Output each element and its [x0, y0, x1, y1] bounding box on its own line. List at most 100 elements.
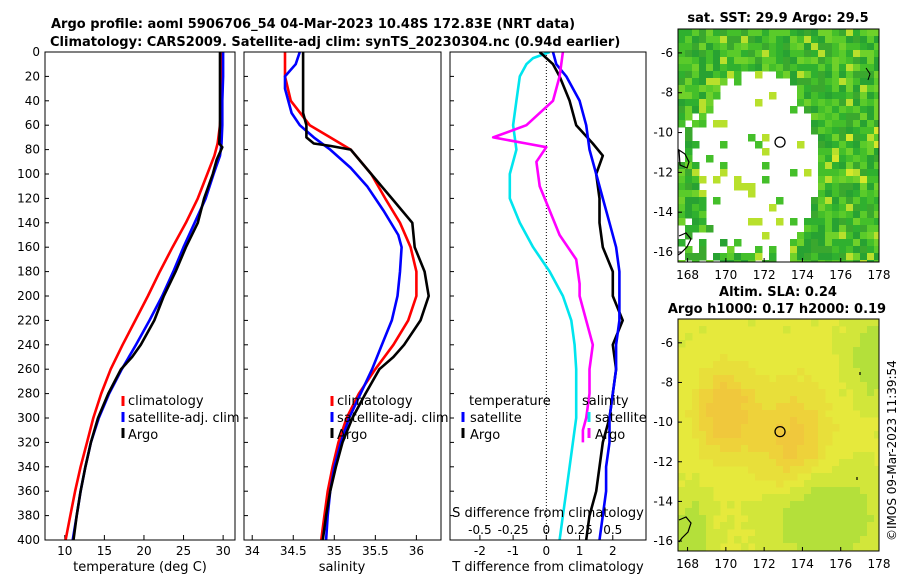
sst-map-cell: [853, 43, 861, 51]
sla-map-cell: [860, 501, 868, 509]
sla-map-cell: [818, 536, 826, 544]
sla-map-cell: [741, 396, 749, 404]
sst-map-cell: [706, 260, 714, 262]
sst-map-cell: [685, 253, 693, 261]
sst-map-cell: [776, 71, 784, 79]
sla-map-cell: [783, 326, 791, 334]
sst-map-cell: [853, 183, 861, 191]
depth-tick-label: 60: [25, 118, 40, 132]
sst-map-cell: [678, 57, 686, 65]
sla-map-cell: [734, 389, 742, 397]
sst-map-cell: [832, 169, 840, 177]
sst-map-cell: [811, 43, 819, 51]
sst-map-cell: [769, 29, 777, 37]
sst-map-cell: [818, 225, 826, 233]
sst-map-cell: [720, 253, 728, 261]
sla-map-cell: [720, 354, 728, 362]
sla-map-cell: [825, 515, 833, 523]
sla-map-cell: [874, 340, 879, 348]
sla-map-cell: [804, 459, 812, 467]
sst-map-cell: [811, 113, 819, 121]
sla-map-cell: [874, 522, 879, 530]
sla-map-cell: [755, 543, 763, 551]
sla-map-cell: [874, 494, 879, 502]
sst-map-cell: [776, 36, 784, 44]
difference-axes-frame: [449, 51, 647, 541]
sla-map-cell: [839, 319, 847, 327]
sla-map-cell: [797, 508, 805, 516]
sst-map-cell: [790, 260, 798, 262]
depth-tick-label: 240: [17, 338, 40, 352]
sla-map-cell: [720, 424, 728, 432]
sst-map-cell: [853, 134, 861, 142]
sla-map-cell: [713, 543, 721, 551]
sst-map-cell: [685, 106, 693, 114]
sst-map-cell: [818, 176, 826, 184]
sla-map-cell: [825, 431, 833, 439]
sst-map-cell: [874, 43, 879, 51]
sla-map-cell: [839, 354, 847, 362]
sst-map-cell: [839, 225, 847, 233]
sst-map-cell: [720, 78, 728, 86]
salinity-panel: 34 34.5 35 35.5 36 salinity climatology sate…: [243, 51, 449, 575]
sst-map-cell: [692, 57, 700, 65]
sst-map-cell: [839, 183, 847, 191]
sst-map-cell: [678, 183, 686, 191]
sla-map-cell: [853, 382, 861, 390]
sst-map-cell: [867, 253, 875, 261]
sst-map-cell: [818, 113, 826, 121]
sst-map-x-tick-label: 178: [868, 268, 891, 282]
sla-map-cell: [748, 466, 756, 474]
sst-map-cell: [741, 57, 749, 65]
sla-map-cell: [874, 536, 879, 544]
sst-map-cell: [818, 36, 826, 44]
sla-map-cell: [874, 431, 879, 439]
sst-map-cell: [860, 176, 868, 184]
sla-map-cell: [811, 389, 819, 397]
sla-map-cell: [720, 431, 728, 439]
sst-map-cell: [692, 253, 700, 261]
sst-map-cell: [804, 29, 812, 37]
depth-tick-label: 40: [25, 94, 40, 108]
sla-map-cell: [706, 375, 714, 383]
sst-map-cell: [685, 57, 693, 65]
legend-s-argo: Argo: [595, 428, 625, 443]
sst-map-frame: [677, 28, 880, 263]
sst-map-cell: [867, 246, 875, 254]
depth-tick-label: 200: [17, 289, 40, 303]
sla-map-cell: [790, 382, 798, 390]
sla-map-cell: [706, 382, 714, 390]
sst-map-cell: [790, 246, 798, 254]
sla-map-cell: [706, 508, 714, 516]
temperature-panel: 0 20 40 60 80 100 120 140 160 180 200 220 240 260 280 3…: [17, 45, 240, 575]
sst-map-cell: [825, 57, 833, 65]
sst-map-cell: [720, 64, 728, 72]
sla-map-cell: [755, 417, 763, 425]
sla-map-cell: [699, 543, 707, 551]
sla-map-cell: [853, 354, 861, 362]
sst-map-cell: [755, 29, 763, 37]
sst-map-cell: [839, 260, 847, 262]
sla-map-cell: [867, 326, 875, 334]
sst-map-cell: [790, 218, 798, 226]
sla-map-cell: [692, 522, 700, 530]
sla-coast-1: [678, 516, 692, 543]
sla-map-cell: [874, 375, 879, 383]
sst-map-cell: [860, 197, 868, 205]
sla-map-cell: [741, 431, 749, 439]
sst-map-cell: [832, 197, 840, 205]
sst-map-cell: [853, 141, 861, 149]
sla-map-cell: [762, 382, 770, 390]
sla-map-cell: [755, 522, 763, 530]
sla-map-cell: [860, 326, 868, 334]
temperature-lines: [64, 52, 225, 540]
sla-map-cell: [846, 354, 854, 362]
sst-map-cell: [825, 85, 833, 93]
sst-map-cell: [846, 106, 854, 114]
sla-map-cell: [692, 431, 700, 439]
depth-tick-label: 320: [17, 435, 40, 449]
sst-map-cell: [853, 78, 861, 86]
sst-map-cell: [727, 29, 735, 37]
difference-panel-x-tick-label: 0: [543, 544, 551, 558]
sst-map-cell: [825, 239, 833, 247]
